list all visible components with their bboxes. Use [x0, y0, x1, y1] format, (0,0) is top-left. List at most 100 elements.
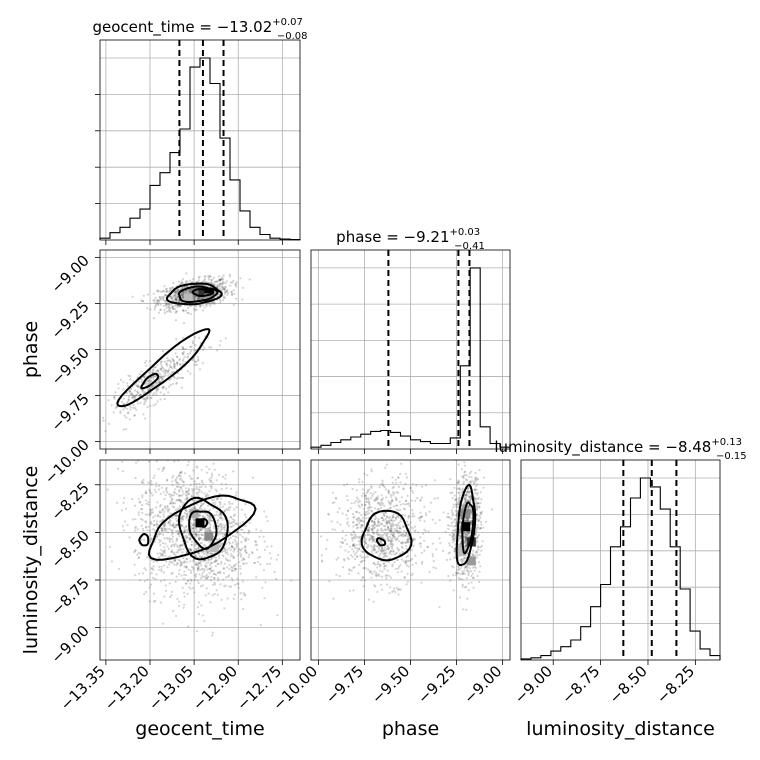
- sample-point: [357, 498, 360, 501]
- sample-point: [416, 531, 420, 534]
- sample-point: [197, 613, 201, 616]
- sample-point: [390, 550, 393, 553]
- sample-point: [400, 534, 403, 537]
- sample-point: [178, 498, 182, 501]
- sample-point: [192, 358, 195, 361]
- sample-point: [149, 369, 152, 373]
- sample-point: [476, 535, 480, 539]
- sample-point: [190, 571, 193, 575]
- sample-point: [475, 550, 478, 553]
- sample-point: [418, 516, 422, 519]
- sample-point: [174, 298, 178, 301]
- sample-point: [211, 481, 214, 484]
- sample-point: [212, 525, 215, 528]
- sample-point: [169, 306, 172, 310]
- sample-point: [163, 549, 166, 552]
- sample-point: [168, 308, 171, 311]
- sample-point: [127, 398, 130, 401]
- sample-point: [171, 549, 174, 552]
- sample-point: [198, 275, 201, 278]
- sample-point: [392, 531, 395, 534]
- sample-point: [235, 506, 238, 509]
- sample-point: [134, 407, 137, 410]
- histogram-step-line: [310, 267, 511, 449]
- sample-point: [218, 493, 221, 496]
- sample-point: [404, 560, 407, 563]
- sample-point: [482, 526, 485, 529]
- sample-point: [373, 523, 376, 526]
- sample-point: [117, 382, 120, 386]
- sample-point: [183, 560, 186, 563]
- sample-point: [186, 512, 189, 516]
- sample-point: [457, 491, 460, 494]
- sample-point: [146, 388, 149, 391]
- sample-point: [452, 533, 455, 536]
- sample-point: [463, 557, 466, 560]
- sample-point: [383, 486, 386, 489]
- sample-point: [465, 490, 468, 494]
- density-contour: [376, 537, 387, 547]
- sample-point: [239, 592, 242, 595]
- sample-point: [210, 569, 213, 573]
- sample-point: [389, 519, 392, 522]
- sample-point: [196, 533, 199, 536]
- sample-point: [397, 476, 400, 479]
- sample-point: [262, 568, 266, 572]
- sample-point: [209, 529, 212, 533]
- sample-point: [461, 570, 464, 573]
- sample-point: [227, 574, 231, 577]
- sample-point: [465, 565, 468, 568]
- sample-point: [221, 281, 224, 284]
- sample-point: [231, 554, 235, 558]
- sample-point: [232, 514, 235, 517]
- sample-point: [470, 475, 473, 479]
- sample-point: [385, 488, 388, 491]
- sample-point: [176, 551, 180, 554]
- sample-point: [198, 298, 201, 301]
- sample-point: [199, 556, 202, 559]
- sample-point: [477, 534, 480, 537]
- sample-point: [213, 581, 216, 584]
- sample-point: [153, 600, 156, 603]
- sample-point: [143, 403, 146, 406]
- density-cell: [204, 287, 214, 297]
- x-tick-label: −9.50: [368, 662, 413, 707]
- sample-point: [173, 460, 176, 463]
- sample-point: [423, 528, 426, 531]
- sample-point: [224, 473, 227, 477]
- sample-point: [131, 396, 134, 399]
- sample-point: [226, 293, 229, 296]
- sample-point: [385, 522, 388, 525]
- sample-point: [388, 540, 391, 543]
- sample-point: [144, 526, 147, 529]
- sample-point: [141, 390, 144, 393]
- sample-point: [377, 507, 380, 511]
- sample-point: [467, 589, 470, 592]
- sample-point: [145, 502, 148, 505]
- sample-point: [191, 523, 194, 526]
- sample-point: [230, 293, 234, 296]
- sample-point: [459, 515, 462, 518]
- sample-point: [236, 530, 239, 533]
- sample-point: [411, 537, 414, 541]
- sample-point: [423, 549, 426, 552]
- sample-point: [167, 303, 170, 306]
- sample-point: [182, 606, 185, 609]
- sample-point: [159, 601, 162, 604]
- sample-point: [161, 290, 164, 293]
- sample-point: [212, 572, 215, 576]
- sample-point: [147, 481, 150, 484]
- sample-point: [142, 413, 145, 416]
- sample-point: [475, 497, 478, 500]
- sample-point: [364, 533, 367, 536]
- sample-point: [232, 550, 235, 553]
- sample-point: [370, 537, 373, 541]
- sample-point: [198, 507, 201, 510]
- sample-point: [151, 494, 154, 497]
- panel-title: luminosity_distance = −8.48+0.13 −0.15: [494, 437, 746, 462]
- sample-point: [119, 410, 122, 413]
- sample-point: [463, 471, 466, 474]
- sample-point: [457, 481, 460, 484]
- sample-point: [154, 382, 157, 385]
- sample-point: [219, 506, 222, 509]
